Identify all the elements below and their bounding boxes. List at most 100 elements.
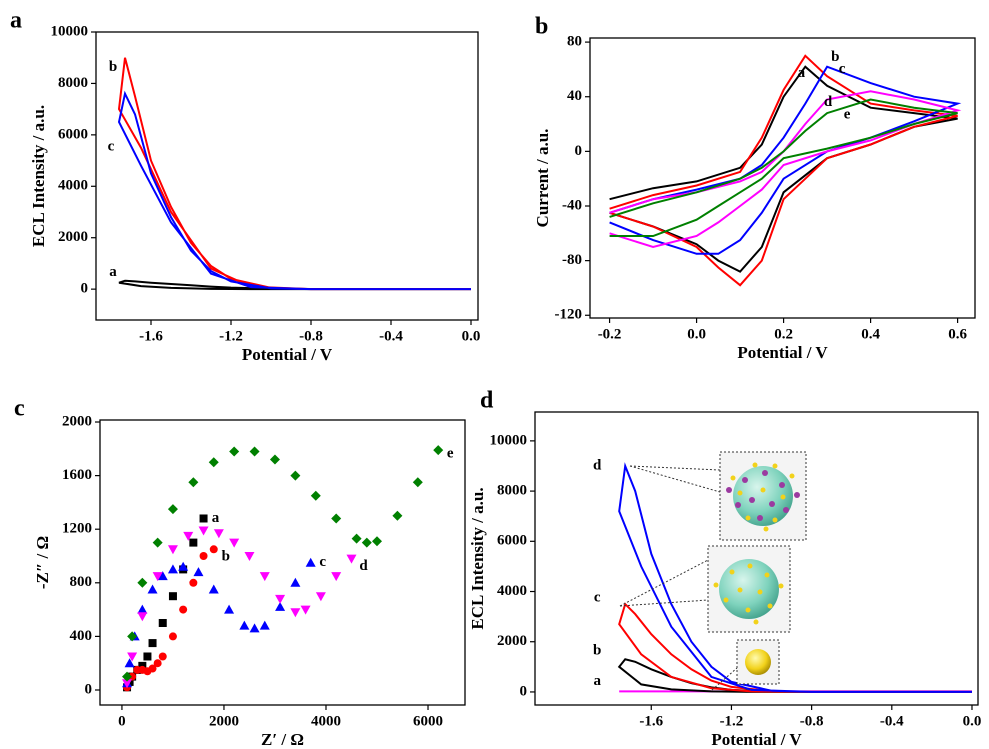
panel: -1.6 -1.2 -0.8 -0.4 0.0 0 2000 4000 6000 8000 1000…	[10, 8, 480, 364]
x-tick-label: 0.6	[948, 326, 967, 342]
series-label: e	[447, 446, 454, 462]
point	[152, 537, 163, 548]
point	[290, 608, 301, 618]
x-axis-title: Potential / V	[711, 730, 802, 749]
point	[167, 564, 178, 574]
x-axis-title: Potential / V	[242, 345, 333, 364]
plot-area	[117, 57, 472, 291]
x-tick-label: -0.8	[299, 328, 323, 344]
point	[315, 592, 326, 602]
y-axis-title: -Z″ / Ω	[33, 536, 52, 589]
y-tick-label: 6000	[497, 533, 527, 549]
series-line	[618, 462, 972, 693]
point	[300, 605, 311, 615]
y-tick-label: 4000	[58, 178, 88, 194]
point	[412, 477, 423, 488]
point	[269, 454, 280, 465]
x-tick-label: -1.2	[720, 713, 744, 729]
series-label: d	[824, 94, 833, 110]
x-tick-label: -1.2	[219, 328, 243, 344]
point	[193, 567, 204, 577]
panel-letter: d	[480, 388, 494, 414]
x-tick-label: -0.8	[800, 713, 824, 729]
series-line	[609, 54, 958, 287]
y-tick-label: 80	[567, 34, 582, 50]
point	[433, 445, 444, 456]
point	[229, 538, 240, 548]
y-tick-label: 2000	[58, 229, 88, 245]
point	[137, 604, 148, 614]
series-label: c	[839, 61, 846, 77]
point	[127, 652, 138, 662]
plot-area	[617, 462, 972, 693]
y-tick-label: -120	[555, 307, 583, 323]
x-tick-label: 2000	[209, 713, 239, 729]
point	[167, 504, 178, 515]
point	[372, 536, 383, 547]
point	[249, 446, 260, 457]
x-tick-label: 0.0	[687, 326, 706, 342]
y-tick-label: 0	[81, 281, 89, 297]
series-line	[618, 602, 972, 693]
point	[229, 446, 240, 457]
point	[153, 659, 162, 668]
plot-frame	[534, 411, 979, 706]
x-tick-label: -0.4	[379, 328, 403, 344]
series-label: a	[109, 264, 117, 280]
panel-letter: a	[10, 8, 22, 34]
point	[128, 672, 137, 681]
series-label: a	[798, 65, 806, 81]
y-tick-label: 6000	[58, 126, 88, 142]
panel: -0.2 0.0 0.2 0.4 0.6-120-80-4004080abcdePote…	[533, 14, 976, 362]
point	[167, 545, 178, 555]
y-tick-label: 1200	[62, 521, 92, 537]
x-tick-label: -0.4	[880, 713, 904, 729]
x-tick-label: 0.2	[774, 326, 793, 342]
plot-area	[609, 54, 962, 287]
point	[152, 572, 163, 582]
point	[122, 679, 133, 689]
y-tick-label: 4000	[497, 583, 527, 599]
series-line	[617, 658, 972, 693]
point	[208, 457, 219, 468]
x-tick-label: -1.6	[639, 713, 663, 729]
series-label: c	[594, 590, 601, 606]
point	[290, 470, 301, 481]
point	[275, 594, 286, 604]
point	[310, 490, 321, 501]
y-axis-title: ECL Intensity / a.u.	[29, 105, 48, 247]
point	[137, 612, 148, 622]
point	[138, 661, 147, 670]
point	[275, 601, 286, 611]
point	[143, 652, 152, 661]
y-tick-label: -80	[562, 252, 582, 268]
y-tick-label: 8000	[497, 483, 527, 499]
series-label: b	[222, 549, 230, 565]
series-label: d	[359, 558, 368, 574]
y-tick-label: 10000	[51, 23, 89, 39]
series-label: e	[844, 107, 851, 123]
point	[168, 632, 177, 641]
x-tick-label: -0.2	[598, 326, 622, 342]
series-line	[117, 57, 471, 291]
series-line	[609, 65, 962, 255]
series-label: b	[593, 643, 601, 659]
point	[124, 658, 135, 668]
series-line	[117, 90, 471, 291]
series-line	[609, 98, 958, 237]
plot-frame	[99, 419, 466, 706]
point	[189, 538, 198, 547]
point	[305, 557, 316, 567]
point	[331, 513, 342, 524]
point	[179, 605, 188, 614]
point	[249, 623, 260, 633]
point	[346, 554, 357, 564]
point	[239, 620, 250, 630]
series-label: a	[593, 673, 601, 689]
point	[148, 639, 157, 648]
plot-area	[122, 445, 444, 692]
point	[188, 477, 199, 488]
point	[259, 572, 270, 582]
y-tick-label: 40	[567, 88, 582, 104]
